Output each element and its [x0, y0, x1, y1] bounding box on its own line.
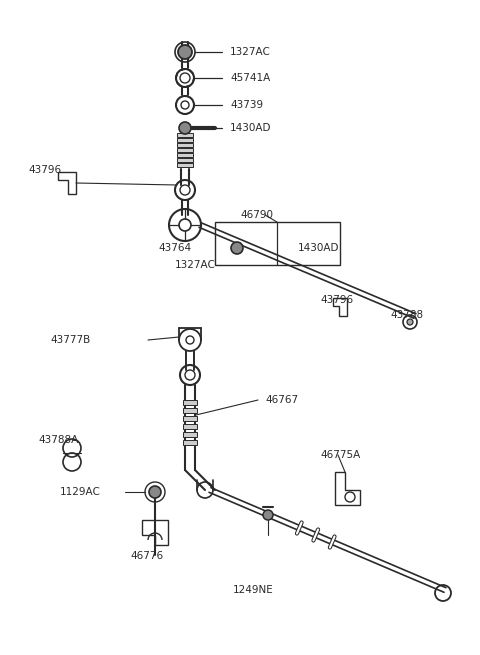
Text: 43739: 43739: [230, 100, 263, 110]
Text: 1327AC: 1327AC: [230, 47, 271, 57]
Text: 43764: 43764: [158, 243, 191, 253]
Text: 1327AC: 1327AC: [175, 260, 216, 270]
Polygon shape: [177, 163, 193, 167]
Text: 1430AD: 1430AD: [298, 243, 339, 253]
Polygon shape: [177, 148, 193, 152]
Text: 43796: 43796: [320, 295, 353, 305]
Bar: [183, 408, 197, 413]
Text: 43788: 43788: [390, 310, 423, 320]
Text: 1430AD: 1430AD: [230, 123, 272, 133]
Text: 46776: 46776: [130, 551, 163, 561]
Text: 46790: 46790: [240, 210, 273, 220]
Bar: [215, 222, 340, 265]
Circle shape: [407, 319, 413, 325]
Text: 46767: 46767: [265, 395, 298, 405]
Polygon shape: [177, 143, 193, 147]
Polygon shape: [177, 153, 193, 157]
Polygon shape: [177, 158, 193, 162]
Bar: [183, 400, 197, 405]
Polygon shape: [177, 138, 193, 142]
Text: 1129AC: 1129AC: [60, 487, 101, 497]
Bar: [183, 440, 197, 445]
Text: 43796: 43796: [28, 165, 61, 175]
Bar: [183, 432, 197, 437]
Text: 43777B: 43777B: [50, 335, 90, 345]
Text: 43788A: 43788A: [38, 435, 78, 445]
Polygon shape: [177, 133, 193, 137]
Circle shape: [263, 510, 273, 520]
Circle shape: [149, 486, 161, 498]
Circle shape: [179, 122, 191, 134]
Text: 45741A: 45741A: [230, 73, 270, 83]
Bar: [183, 424, 197, 429]
Circle shape: [231, 242, 243, 254]
Bar: [183, 416, 197, 421]
Text: 46775A: 46775A: [320, 450, 360, 460]
Circle shape: [178, 45, 192, 59]
Text: 1249NE: 1249NE: [233, 585, 274, 595]
